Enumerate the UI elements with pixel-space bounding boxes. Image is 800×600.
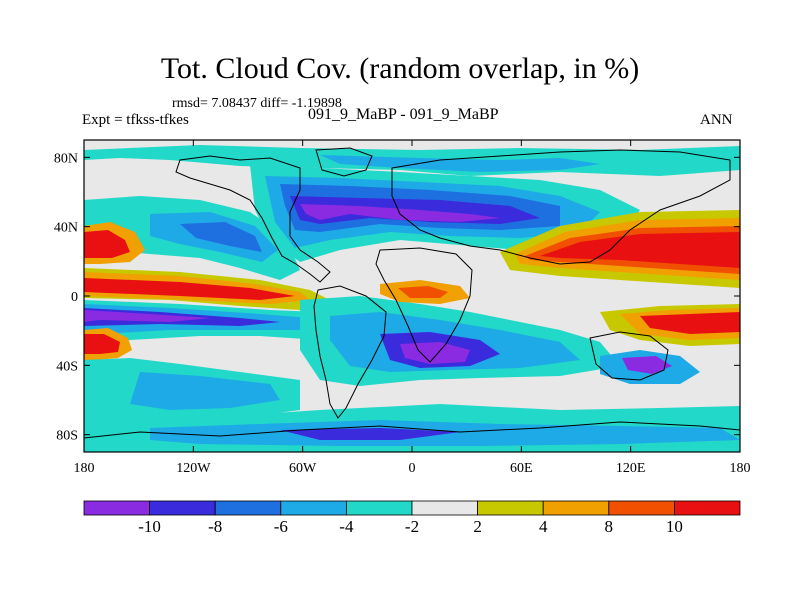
lon-tick-label: 60W [289,461,317,476]
contour-field [84,140,740,452]
contour-sio-red [640,312,740,334]
contour-sml-lightblue-left [130,372,280,410]
contour-arctic-lightblue [320,155,600,172]
colorbar [83,500,741,516]
latitude-axis: 80N 40N 0 40S 80S [54,151,740,444]
colorbar-label: -6 [273,517,288,536]
coastlines [84,147,740,439]
contour-southern-ocean-blue [280,428,460,440]
contour-npac-east-red [540,232,740,268]
colorbar-label: 10 [665,517,683,536]
coastline-greenland [315,147,373,177]
colorbar-swatch [214,500,282,516]
lon-tick-label: 60E [510,461,533,476]
colorbar-swatch [345,500,413,516]
lat-tick-label: 40S [56,359,78,374]
colorbar-label: -10 [138,517,161,536]
colorbar-label: -4 [339,517,354,536]
coastline-antarctica [84,421,740,439]
coastline-australia [589,331,669,381]
lat-tick-label: 40N [54,221,78,236]
longitude-axis: 180 120W 60W 0 60E 120E 180 [74,140,751,476]
contour-aus-purple [622,356,672,374]
contour-npac-blue [180,222,262,252]
colorbar-swatch [608,500,675,516]
colorbar-swatch [411,500,478,516]
lon-tick-label: 180 [74,461,95,476]
colorbar-swatch [674,500,741,516]
colorbar-label: 4 [538,517,548,536]
coastline-south-america [313,285,387,419]
coastline-eurasia [391,149,731,265]
colorbar-label: 8 [604,517,614,536]
contour-africa-red [398,286,448,298]
case-label: 091_9_MaBP - 091_9_MaBP [308,106,499,123]
colorbar-swatch [542,500,610,516]
lon-tick-label: 120E [616,461,646,476]
colorbar-label: -8 [208,517,223,536]
season-label: ANN [700,112,733,128]
coastline-north-america [175,155,331,283]
chart-title: Tot. Cloud Cov. (random overlap, in %) [160,52,640,85]
lon-tick-label: 120W [176,461,211,476]
lat-tick-label: 0 [71,290,78,305]
coastline-africa [375,247,473,363]
colorbar-label: 2 [473,517,482,536]
colorbar-swatch [149,500,216,516]
contour-spac-red [84,334,120,354]
contour-equator-red [84,278,295,300]
colorbar-swatch [280,500,347,516]
colorbar-swatch [477,500,544,516]
stats-line: rmsd= 7.08437 diff= -1.19898 [172,96,342,111]
contour-tropic-purple [84,310,210,322]
lon-tick-label: 180 [730,461,751,476]
colorbar-label: -2 [404,517,420,536]
lat-tick-label: 80S [56,429,78,444]
experiment-label: Expt = tfkss-tfkes [82,112,189,128]
lon-tick-label: 0 [409,461,416,476]
lat-tick-label: 80N [54,151,78,166]
contour-west-red [84,230,130,258]
colorbar-swatch [83,500,150,516]
